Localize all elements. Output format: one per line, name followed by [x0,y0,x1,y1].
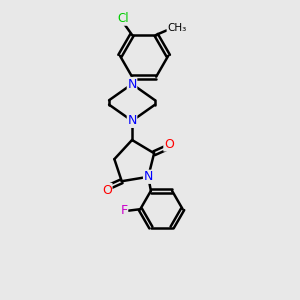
Text: F: F [121,204,128,217]
Text: N: N [128,77,137,91]
Text: N: N [128,114,137,128]
Text: N: N [143,170,153,183]
Text: O: O [102,184,112,196]
Text: Cl: Cl [117,12,129,25]
Text: CH₃: CH₃ [167,22,186,32]
Text: O: O [164,138,174,151]
